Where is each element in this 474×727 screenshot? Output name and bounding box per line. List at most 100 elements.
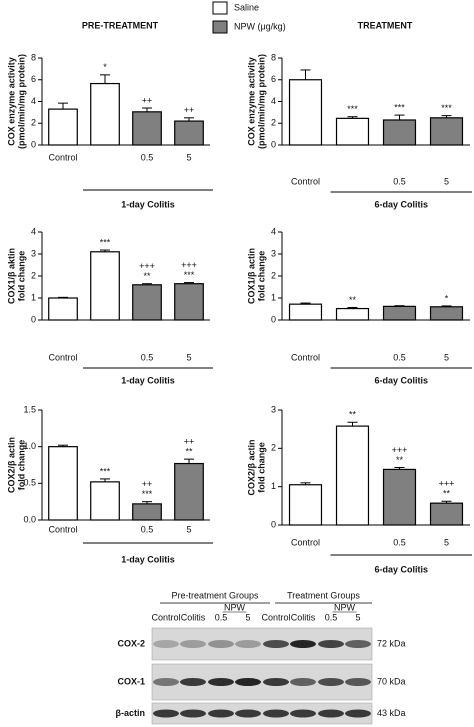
y-tick-label: 2 xyxy=(31,118,36,128)
y-tick-label: 2 xyxy=(271,270,276,280)
blot-band xyxy=(153,678,179,686)
bar xyxy=(382,305,417,321)
y-axis-label: COX enzyme activity xyxy=(6,57,16,146)
x-tick-label: 0.5 xyxy=(393,176,406,186)
y-axis-label: COX enzyme activity xyxy=(246,57,256,146)
column-header: PRE-TREATMENT xyxy=(82,20,159,30)
blot-band xyxy=(318,678,344,686)
y-axis-label: fold change xyxy=(16,440,26,491)
significance-label: +++ xyxy=(139,261,155,271)
blot-strip xyxy=(151,702,373,725)
bar xyxy=(174,462,204,521)
y-tick-label: 3 xyxy=(271,404,276,414)
bar xyxy=(429,502,464,526)
blot-lane-label: 5 xyxy=(355,612,360,622)
bar xyxy=(174,120,204,146)
bar xyxy=(429,306,464,321)
significance-label: *** xyxy=(184,270,195,280)
significance-label: ** xyxy=(443,489,451,499)
blot-band xyxy=(208,640,234,648)
y-tick-label: 6 xyxy=(31,74,36,84)
group-label: 6-day Colitis xyxy=(374,375,428,385)
blot-size-label: 43 kDa xyxy=(377,708,406,718)
blot-lane-label: 5 xyxy=(245,612,250,622)
x-tick-label: Control xyxy=(291,352,320,362)
y-axis-label: COX1/β actin xyxy=(246,248,256,304)
x-tick-label: 0.5 xyxy=(141,152,154,162)
significance-label: ++ xyxy=(142,479,153,489)
y-tick-label: 1.0 xyxy=(23,441,36,451)
x-tick-label: 0.5 xyxy=(141,524,154,534)
blot-npw-label: NPW xyxy=(224,602,246,612)
x-tick-label: Control xyxy=(48,152,77,162)
blot-row-label: COX-2 xyxy=(117,638,145,648)
blot-row-label: β-actin xyxy=(116,708,146,718)
group-label: 1-day Colitis xyxy=(121,199,175,209)
significance-label: *** xyxy=(142,489,153,499)
group-label: 1-day Colitis xyxy=(121,554,175,564)
blot-band xyxy=(318,709,344,718)
bar xyxy=(429,117,464,146)
y-tick-label: 4 xyxy=(31,226,36,236)
x-tick-label: 0.5 xyxy=(393,537,406,547)
column-header: TREATMENT xyxy=(358,20,413,30)
bar xyxy=(48,446,78,521)
group-label: 6-day Colitis xyxy=(374,199,428,209)
blot-size-label: 72 kDa xyxy=(377,638,406,648)
significance-label: ** xyxy=(349,410,357,420)
x-tick-label: 5 xyxy=(444,176,449,186)
y-tick-label: 4 xyxy=(271,96,276,106)
blot-band xyxy=(345,709,371,718)
y-tick-label: 2 xyxy=(271,443,276,453)
y-tick-label: 2 xyxy=(31,270,36,280)
x-tick-label: 5 xyxy=(444,537,449,547)
bar xyxy=(90,251,120,321)
y-tick-label: 3 xyxy=(271,248,276,258)
significance-label: *** xyxy=(100,237,111,247)
significance-label: ** xyxy=(396,455,404,465)
x-tick-label: 5 xyxy=(186,152,191,162)
x-tick-label: 5 xyxy=(186,352,191,362)
legend-label: Saline xyxy=(234,2,259,12)
blot-band xyxy=(290,709,316,718)
blot-group-label: Pre-treatment Groups xyxy=(171,590,259,600)
significance-label: ++ xyxy=(184,437,195,447)
x-tick-label: Control xyxy=(291,176,320,186)
y-tick-label: 6 xyxy=(271,74,276,84)
legend-swatch xyxy=(212,1,228,15)
bar xyxy=(335,425,370,526)
x-tick-label: Control xyxy=(48,524,77,534)
y-tick-label: 4 xyxy=(271,226,276,236)
legend-label: NPW (μg/kg) xyxy=(234,21,286,31)
blot-npw-label: NPW xyxy=(334,602,356,612)
blot-band xyxy=(153,640,179,648)
significance-label: *** xyxy=(394,102,405,112)
blot-band xyxy=(263,709,289,718)
bar xyxy=(48,297,78,321)
blot-band xyxy=(208,709,234,718)
group-label: 6-day Colitis xyxy=(374,564,428,574)
y-tick-label: 8 xyxy=(271,52,276,62)
blot-size-label: 70 kDa xyxy=(377,676,406,686)
blot-band xyxy=(208,678,234,686)
significance-label: * xyxy=(103,62,107,72)
significance-label: +++ xyxy=(439,479,455,489)
blot-band xyxy=(290,640,316,648)
y-tick-label: 1 xyxy=(271,292,276,302)
blot-band xyxy=(318,640,344,648)
significance-label: *** xyxy=(100,466,111,476)
bar xyxy=(335,117,370,146)
blot-band xyxy=(180,709,206,718)
significance-label: ** xyxy=(143,271,151,281)
y-axis-label: fold change xyxy=(16,251,26,302)
y-axis-label: fold change xyxy=(256,442,266,493)
significance-label: ** xyxy=(349,295,357,305)
bar xyxy=(288,79,323,146)
y-tick-label: 0 xyxy=(271,519,276,529)
bar xyxy=(132,284,162,321)
y-tick-label: 8 xyxy=(31,52,36,62)
blot-lane-label: 0.5 xyxy=(215,612,228,622)
x-tick-label: 0.5 xyxy=(141,352,154,362)
y-tick-label: 1.5 xyxy=(23,404,36,414)
